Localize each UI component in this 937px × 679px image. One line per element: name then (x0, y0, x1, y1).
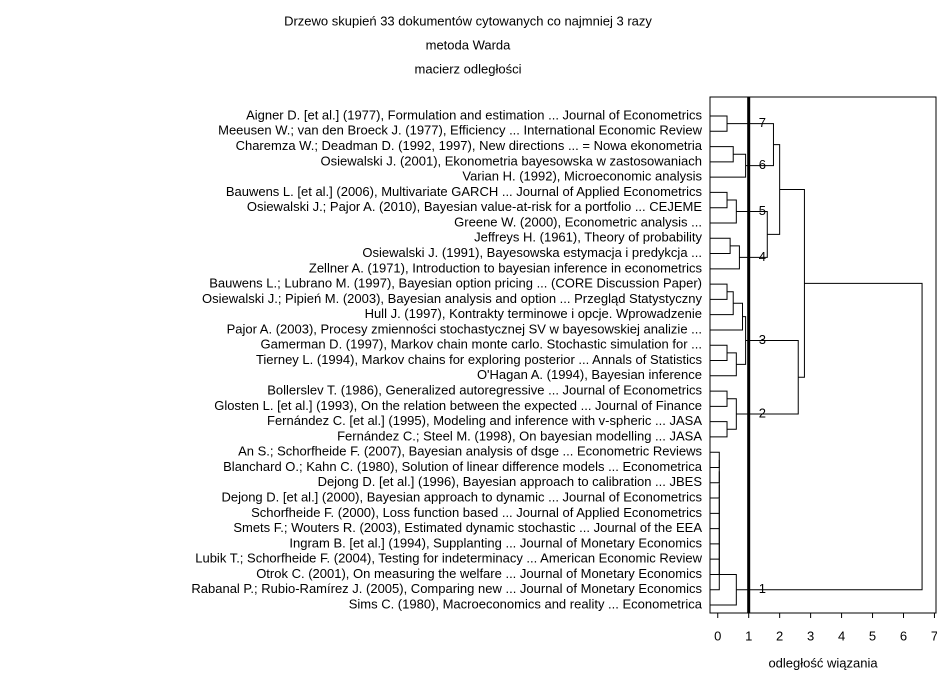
chart-subtitle: macierz odległości (415, 61, 522, 76)
leaf-label: Greene W. (2000), Econometric analysis .… (454, 214, 702, 229)
leaf-label: An S.; Schorfheide F. (2007), Bayesian a… (238, 444, 702, 459)
leaf-label: Zellner A. (1971), Introduction to bayes… (309, 260, 703, 275)
dendrogram-link (727, 398, 737, 430)
dendrogram-link (710, 245, 740, 270)
dendrogram-link (710, 291, 734, 316)
leaf-label: Smets F.; Wouters R. (2003), Estimated d… (233, 520, 702, 535)
x-tick-label: 4 (838, 628, 845, 643)
dendrogram-link (710, 237, 731, 255)
dendrogram-link (710, 344, 728, 361)
chart-subtitle: metoda Warda (426, 37, 512, 52)
dendrogram-link (710, 146, 734, 163)
x-tick-label: 6 (900, 628, 907, 643)
cluster-label: 5 (759, 203, 766, 218)
leaf-label: Osiewalski J.; Pipień M. (2003), Bayesia… (202, 291, 703, 306)
leaf-label: Ingram B. [et al.] (1994), Supplanting .… (289, 535, 702, 550)
leaf-label: Glosten L. [et al.] (1993), On the relat… (214, 398, 702, 413)
leaf-label: Aigner D. [et al.] (1977), Formulation a… (246, 107, 702, 122)
dendrogram-link (710, 421, 728, 438)
leaf-label: Osiewalski J. (1991), Bayesowska estymac… (362, 245, 702, 260)
dendrogram-link (710, 302, 744, 331)
cluster-label: 7 (759, 115, 766, 130)
leaf-label: Osiewalski J. (2001), Ekonometria bayeso… (320, 153, 702, 168)
dendrogram-link (710, 559, 720, 591)
dendrogram-link (727, 123, 774, 167)
leaf-label: Tierney L. (1994), Markov chains for exp… (256, 352, 703, 367)
leaf-label: Lubik T.; Schorfheide F. (2004), Testing… (195, 551, 702, 566)
leaf-label: Rabanal P.; Rubio-Ramírez J. (2005), Com… (191, 581, 702, 596)
x-axis-label: odległość wiązania (768, 655, 878, 670)
dendrogram-link (710, 451, 720, 468)
leaf-label: Gamerman D. (1997), Markov chain monte c… (261, 337, 702, 352)
leaf-label: Bauwens L. [et al.] (2006), Multivariate… (226, 184, 703, 199)
cluster-label: 2 (759, 405, 766, 420)
dendrogram-link (710, 352, 737, 377)
dendrogram-link (710, 115, 728, 132)
dendrogram-link (710, 471, 720, 499)
leaf-label: Bollerslev T. (1986), Generalized autore… (267, 383, 702, 398)
dendrogram-link (736, 282, 923, 591)
leaf-label: Dejong D. [et al.] (2000), Bayesian appr… (221, 489, 702, 504)
dendrogram-link (779, 189, 805, 378)
leaf-label: Blanchard O.; Kahn C. (1980), Solution o… (223, 459, 703, 474)
x-tick-label: 1 (745, 628, 752, 643)
dendrogram-link (710, 390, 728, 407)
leaf-label: Fernández C. [et al.] (1995), Modeling a… (267, 413, 702, 428)
dendrogram-link (710, 573, 737, 606)
cluster-label: 1 (759, 581, 766, 596)
leaf-label: Sims C. (1980), Macroeconomics and reali… (349, 596, 703, 611)
dendrogram-link (710, 459, 720, 484)
leaf-label: Meeusen W.; van den Broeck J. (1977), Ef… (218, 123, 702, 138)
x-tick-label: 3 (807, 628, 814, 643)
leaf-label: O'Hagan A. (1994), Bayesian inference (477, 367, 702, 382)
dendrogram-link (710, 484, 720, 514)
leaf-label: Schorfheide F. (2000), Loss function bas… (251, 505, 702, 520)
leaf-label: Dejong D. [et al.] (1996), Bayesian appr… (318, 474, 703, 489)
x-tick-label: 7 (931, 628, 937, 643)
leaf-label: Varian H. (1992), Microeconomic analysis (462, 169, 702, 184)
leaf-label: Otrok C. (2001), On measuring the welfar… (256, 566, 702, 581)
dendrogram-link (710, 199, 737, 224)
x-tick-label: 5 (869, 628, 876, 643)
dendrogram-link (710, 153, 747, 178)
leaf-label: Bauwens L.; Lubrano M. (1997), Bayesian … (209, 276, 702, 291)
x-tick-label: 0 (714, 628, 721, 643)
leaf-label: Jeffreys H. (1961), Theory of probabilit… (474, 230, 702, 245)
cluster-label: 3 (759, 332, 766, 347)
leaf-label: Charemza W.; Deadman D. (1992, 1997), Ne… (236, 138, 703, 153)
x-tick-label: 2 (776, 628, 783, 643)
cluster-label: 6 (759, 157, 766, 172)
chart-title: Drzewo skupień 33 dokumentów cytowanych … (284, 13, 652, 28)
leaf-label: Osiewalski J.; Pajor A. (2010), Bayesian… (247, 199, 703, 214)
leaf-label: Pajor A. (2003), Procesy zmienności stoc… (227, 321, 702, 336)
leaf-label: Fernández C.; Steel M. (1998), On bayesi… (337, 428, 702, 443)
dendrogram-link (710, 191, 728, 209)
plot-frame (709, 96, 937, 614)
dendrogram-link (736, 316, 747, 365)
dendrogram-link (710, 283, 728, 300)
cluster-label: 4 (759, 249, 766, 264)
leaf-label: Hull J. (1997), Kontrakty terminowe i op… (365, 306, 702, 321)
